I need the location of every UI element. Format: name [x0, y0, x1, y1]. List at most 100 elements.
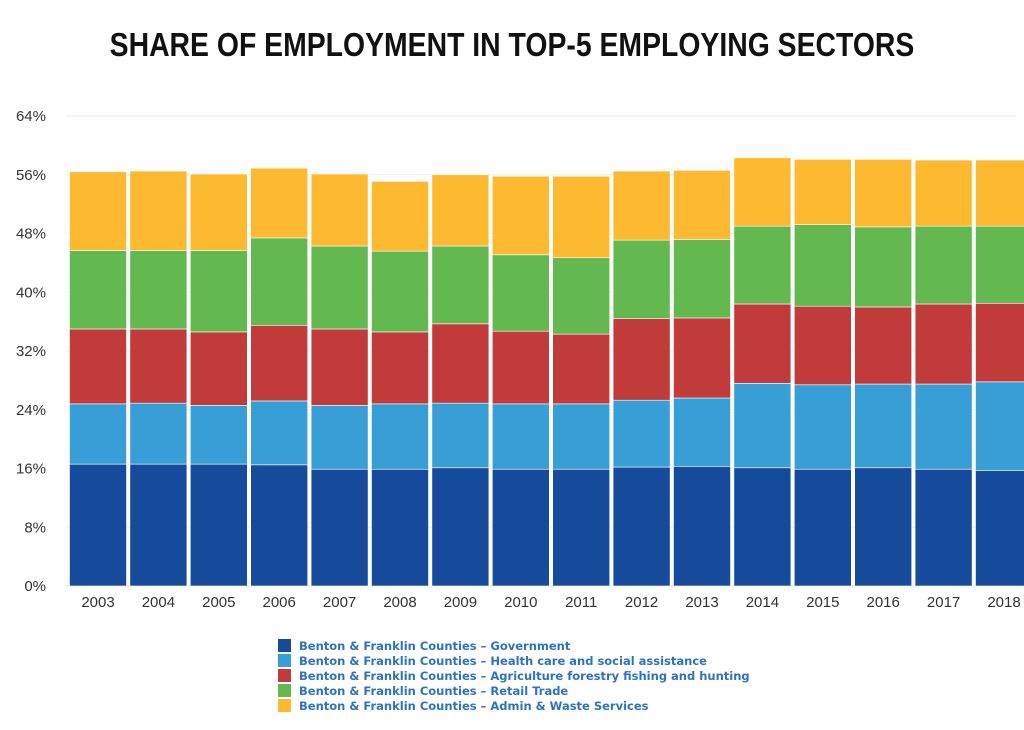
x-axis-ticks: 2003 2004 2005 2006 2007 2008 2009 2010 2011 2012… — [81, 594, 1020, 611]
bar-segment — [552, 403, 611, 470]
x-tick-label: 2009 — [444, 594, 477, 611]
legend-label: Benton & Franklin Counties – Retail Trad… — [299, 683, 569, 698]
bar-segment — [673, 170, 731, 240]
bar-segment — [190, 405, 248, 465]
bar-segment — [914, 159, 973, 227]
legend-label: Benton & Franklin Counties – Agriculture… — [299, 668, 750, 683]
x-tick-label: 2017 — [927, 594, 960, 611]
legend-item: Benton & Franklin Counties – Admin & Was… — [278, 698, 750, 713]
bar-stack — [975, 159, 1024, 587]
bar-segment — [431, 174, 490, 247]
y-tick-label: 8% — [24, 519, 46, 536]
x-tick-label: 2008 — [383, 594, 416, 611]
bar-stack — [69, 171, 127, 587]
legend-swatch — [278, 699, 291, 712]
x-tick-label: 2011 — [565, 594, 597, 611]
bar-segment — [612, 170, 671, 241]
bar-segment — [854, 306, 913, 385]
y-tick-label: 24% — [16, 402, 46, 419]
bar-segment — [733, 383, 792, 469]
bar-stack — [190, 173, 248, 587]
bar-segment — [371, 403, 429, 470]
y-axis-ticks: 0% 8% 16% 24% 32% 40% 48% 56% 64% — [16, 108, 46, 595]
y-tick-label: 16% — [16, 461, 46, 478]
x-tick-label: 2015 — [806, 594, 839, 611]
bar-segment — [854, 159, 913, 228]
bar-stack — [491, 175, 550, 587]
bar-segment — [371, 181, 429, 252]
bar-segment — [673, 465, 731, 587]
bar-segment — [491, 468, 550, 587]
bar-segment — [250, 464, 308, 587]
bar-segment — [793, 468, 852, 587]
bar-segment — [310, 173, 369, 247]
x-tick-label: 2006 — [263, 594, 296, 611]
bar-stack — [371, 181, 429, 587]
bar-segment — [129, 463, 188, 587]
bar-segment — [491, 330, 550, 405]
bar-segment — [854, 226, 913, 308]
bar-segment — [190, 250, 248, 333]
bar-segment — [250, 400, 308, 466]
bar-segment — [612, 239, 671, 319]
bar-segment — [310, 245, 369, 330]
x-tick-label: 2003 — [81, 594, 114, 611]
legend-item: Benton & Franklin Counties – Retail Trad… — [278, 683, 750, 698]
bar-segment — [371, 331, 429, 405]
bar-segment — [612, 399, 671, 468]
bar-segment — [371, 468, 429, 587]
x-tick-label: 2012 — [625, 594, 658, 611]
bar-segment — [69, 250, 127, 330]
legend-item: Benton & Franklin Counties – Health care… — [278, 653, 750, 668]
legend-label: Benton & Franklin Counties – Government — [299, 638, 571, 653]
bar-segment — [250, 237, 308, 326]
bar-segment — [491, 175, 550, 256]
bar-segment — [975, 225, 1024, 304]
bar-stack — [673, 170, 731, 587]
chart-title: SHARE OF EMPLOYMENT IN TOP-5 EMPLOYING S… — [109, 26, 915, 63]
y-tick-label: 56% — [16, 167, 46, 184]
bar-stack — [129, 170, 188, 587]
bars — [69, 157, 1024, 587]
bar-segment — [491, 403, 550, 470]
bar-segment — [69, 328, 127, 405]
bar-segment — [552, 175, 611, 259]
bar-segment — [310, 405, 369, 470]
bar-segment — [431, 323, 490, 404]
x-tick-label: 2018 — [987, 594, 1020, 611]
legend-swatch — [278, 684, 291, 697]
bar-segment — [129, 250, 188, 330]
legend-label: Benton & Franklin Counties – Admin & Was… — [299, 698, 649, 713]
x-tick-label: 2007 — [323, 594, 356, 611]
bar-segment — [914, 383, 973, 470]
bar-segment — [310, 328, 369, 406]
x-tick-label: 2004 — [142, 594, 175, 611]
bar-segment — [190, 331, 248, 406]
bar-segment — [552, 333, 611, 405]
legend-swatch — [278, 639, 291, 652]
bar-segment — [69, 171, 127, 251]
bar-segment — [733, 467, 792, 587]
x-tick-label: 2016 — [867, 594, 900, 611]
bar-segment — [310, 468, 369, 587]
x-tick-label: 2010 — [504, 594, 537, 611]
bar-segment — [793, 159, 852, 225]
bar-segment — [914, 468, 973, 587]
x-tick-label: 2014 — [746, 594, 779, 611]
bar-segment — [975, 381, 1024, 472]
bar-segment — [612, 318, 671, 401]
bar-stack — [914, 159, 973, 587]
bar-segment — [250, 167, 308, 239]
bar-segment — [854, 383, 913, 469]
bar-segment — [612, 466, 671, 587]
bar-segment — [914, 225, 973, 305]
bar-segment — [975, 470, 1024, 587]
y-tick-label: 40% — [16, 284, 46, 301]
bar-segment — [975, 159, 1024, 227]
bar-segment — [673, 317, 731, 399]
bar-stack — [793, 159, 852, 587]
bar-segment — [129, 328, 188, 404]
bar-segment — [190, 463, 248, 587]
bar-segment — [552, 257, 611, 335]
bar-stack — [733, 157, 792, 587]
